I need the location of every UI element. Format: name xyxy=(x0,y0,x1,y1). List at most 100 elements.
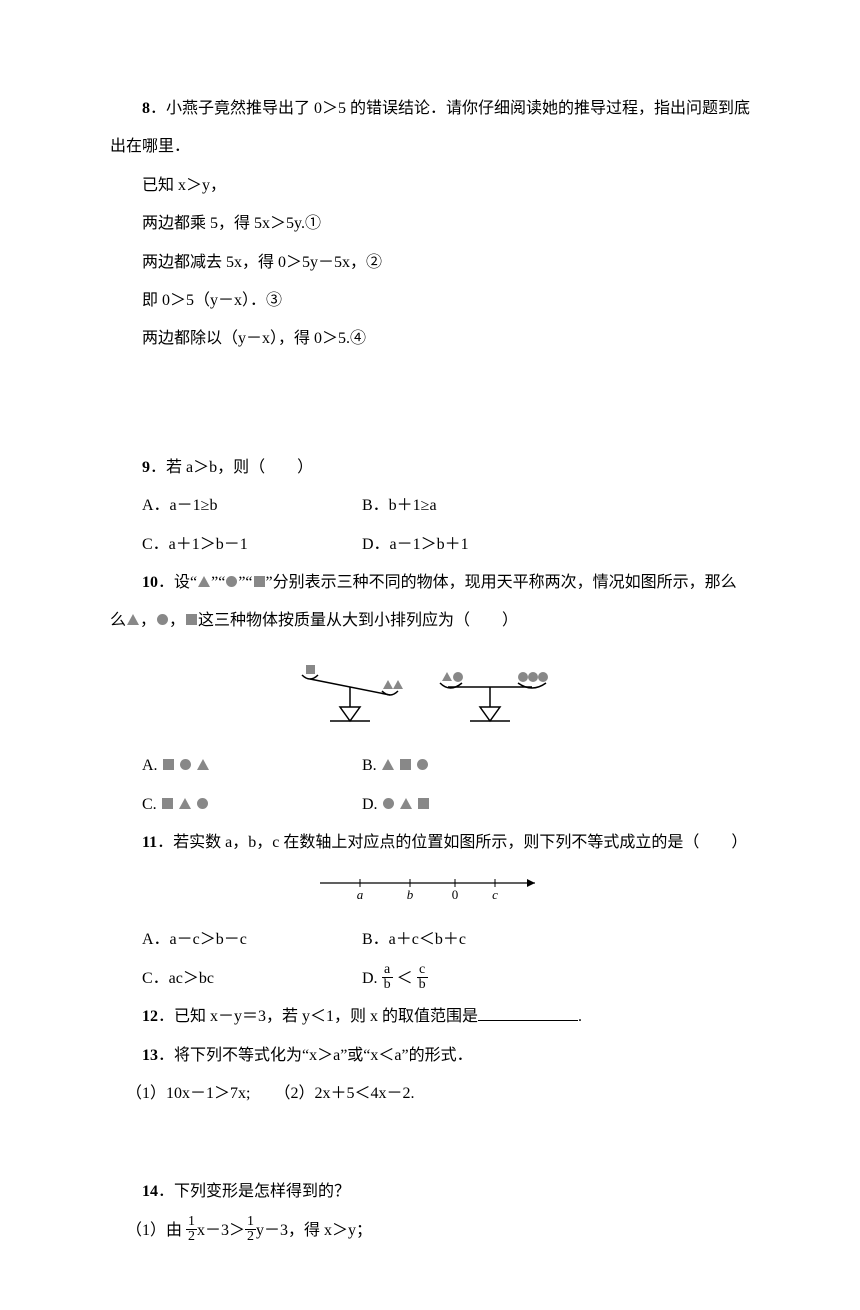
q9-text: ．若 a＞b，则（ ） xyxy=(150,459,313,476)
q10-p2: ”“ xyxy=(211,574,225,591)
q14-s1-pre: （1）由 xyxy=(126,1222,182,1239)
opt-label: D. xyxy=(362,970,378,987)
balance-diagram xyxy=(280,649,580,729)
q11-number-line: a b 0 c xyxy=(110,871,750,914)
number-line-svg: a b 0 c xyxy=(310,871,550,903)
circle-icon xyxy=(157,614,168,625)
q8-number: 8 xyxy=(142,100,150,117)
q8-line4: 即 0＞5（y－x）．③ xyxy=(110,282,750,320)
fraction: ab xyxy=(382,963,393,992)
q8-prompt: 8．小燕子竟然推导出了 0＞5 的错误结论．请你仔细阅读她的推导过程，指出问题到… xyxy=(110,90,750,167)
opt-label: A. xyxy=(142,757,158,774)
fraction: 12 xyxy=(186,1215,197,1244)
q11-prompt: 11．若实数 a，b，c 在数轴上对应点的位置如图所示，则下列不等式成立的是（ … xyxy=(110,824,750,862)
fill-blank xyxy=(478,1004,578,1021)
q9-options-row1: A．a－1≥b B．b＋1≥a xyxy=(110,487,750,525)
triangle-icon xyxy=(179,798,191,809)
square-icon xyxy=(254,576,265,587)
triangle-icon xyxy=(400,798,412,809)
q10-l2-suffix: 这三种物体按质量从大到小排列应为（ ） xyxy=(198,612,518,629)
svg-text:c: c xyxy=(492,887,498,902)
q9-opt-b: B．b＋1≥a xyxy=(362,487,582,525)
opt-label: D. xyxy=(362,796,378,813)
frac-num: 1 xyxy=(245,1215,256,1230)
q11-opt-c: C．ac＞bc xyxy=(142,960,362,998)
q10-opt-c: C. xyxy=(142,786,362,824)
q9-number: 9 xyxy=(142,459,150,476)
q13-sub2: （2）2x＋5＜4x－2. xyxy=(282,1085,414,1102)
triangle-icon xyxy=(382,759,394,770)
circle-icon xyxy=(180,759,191,770)
circle-icon xyxy=(383,798,394,809)
frac-num: c xyxy=(417,963,428,978)
q11-options-row1: A．a－c＞b－c B．a＋c＜b＋c xyxy=(110,921,750,959)
spacer xyxy=(110,359,750,449)
square-icon xyxy=(163,759,174,770)
opt-label: B. xyxy=(362,757,377,774)
circle-icon xyxy=(226,576,237,587)
q12-number: 12 xyxy=(142,1008,158,1025)
square-icon xyxy=(186,614,197,625)
q8-line5: 两边都除以（y－x），得 0＞5.④ xyxy=(110,320,750,358)
q13-text: ．将下列不等式化为“x＞a”或“x＜a”的形式． xyxy=(158,1047,473,1064)
q8-line1: 已知 x＞y， xyxy=(110,167,750,205)
q14-s1-post: y－3，得 x＞y； xyxy=(256,1222,372,1239)
triangle-icon xyxy=(197,759,209,770)
q14-text: ．下列变形是怎样得到的？ xyxy=(158,1183,350,1200)
q9-prompt: 9．若 a＞b，则（ ） xyxy=(110,449,750,487)
q11-opt-d: D. ab ＜ cb xyxy=(362,960,582,998)
q11-number: 11 xyxy=(142,834,157,851)
circle-icon xyxy=(417,759,428,770)
square-icon xyxy=(162,798,173,809)
q12-pre: ．已知 x－y＝3，若 y＜1，则 x 的取值范围是 xyxy=(158,1008,478,1025)
q8-text: ．小燕子竟然推导出了 0＞5 的错误结论．请你仔细阅读她的推导过程，指出问题到底… xyxy=(110,100,750,155)
q14-sub1: （1）由 12x－3＞12y－3，得 x＞y； xyxy=(110,1212,750,1250)
square-icon xyxy=(400,759,411,770)
q10-opt-a: A. xyxy=(142,747,362,785)
frac-num: a xyxy=(382,963,393,978)
q9-options-row2: C．a＋1＞b－1 D．a－1＞b＋1 xyxy=(110,526,750,564)
circle-icon xyxy=(197,798,208,809)
svg-text:a: a xyxy=(357,887,364,902)
square-icon xyxy=(418,798,429,809)
frac-den: 2 xyxy=(186,1230,197,1244)
q14-prompt: 14．下列变形是怎样得到的？ xyxy=(110,1173,750,1211)
q10-balance-figure xyxy=(110,649,750,740)
frac-den: b xyxy=(417,978,428,992)
q9-opt-a: A．a－1≥b xyxy=(142,487,362,525)
q10-opt-d: D. xyxy=(362,786,582,824)
worksheet-page: 8．小燕子竟然推导出了 0＞5 的错误结论．请你仔细阅读她的推导过程，指出问题到… xyxy=(0,0,860,1310)
q10-p1: ．设“ xyxy=(158,574,197,591)
q10-options-row2: C. D. xyxy=(110,786,750,824)
q13-sub1: （1）10x－1＞7x; xyxy=(126,1085,250,1102)
frac-num: 1 xyxy=(186,1215,197,1230)
spacer xyxy=(110,1113,750,1173)
q12-post: . xyxy=(578,1008,582,1025)
q12-prompt: 12．已知 x－y＝3，若 y＜1，则 x 的取值范围是. xyxy=(110,998,750,1036)
fraction: 12 xyxy=(245,1215,256,1244)
frac-den: b xyxy=(382,978,393,992)
frac-den: 2 xyxy=(245,1230,256,1244)
svg-text:0: 0 xyxy=(452,887,459,902)
q11-opt-b: B．a＋c＜b＋c xyxy=(362,921,582,959)
q8-line2: 两边都乘 5，得 5x＞5y.① xyxy=(110,205,750,243)
q10-prompt-line1: 10．设“”“”“”分别表示三种不同的物体，现用天平称两次，情况如图所示，那么 xyxy=(110,564,750,602)
q8-line3: 两边都减去 5x，得 0＞5y－5x，② xyxy=(110,244,750,282)
q13-prompt: 13．将下列不等式化为“x＞a”或“x＜a”的形式． xyxy=(110,1037,750,1075)
q10-p4: ”分别表示三种不同的物体，现用天平称两次，情况如图所示，那么 xyxy=(266,574,737,591)
q13-number: 13 xyxy=(142,1047,158,1064)
q10-number: 10 xyxy=(142,574,158,591)
q11-opt-a: A．a－c＞b－c xyxy=(142,921,362,959)
q9-opt-c: C．a＋1＞b－1 xyxy=(142,526,362,564)
q10-opt-b: B. xyxy=(362,747,582,785)
q11-text: ．若实数 a，b，c 在数轴上对应点的位置如图所示，则下列不等式成立的是（ ） xyxy=(157,834,747,851)
q10-options-row1: A. B. xyxy=(110,747,750,785)
q9-opt-d: D．a－1＞b＋1 xyxy=(362,526,582,564)
q11-options-row2: C．ac＞bc D. ab ＜ cb xyxy=(110,960,750,998)
fraction: cb xyxy=(417,963,428,992)
svg-text:b: b xyxy=(407,887,414,902)
q13-subs: （1）10x－1＞7x; （2）2x＋5＜4x－2. xyxy=(110,1075,750,1113)
q14-s1-mid: x－3＞ xyxy=(197,1222,245,1239)
triangle-icon xyxy=(127,614,139,625)
q10-prompt-line2: 么，，这三种物体按质量从大到小排列应为（ ） xyxy=(110,602,750,640)
